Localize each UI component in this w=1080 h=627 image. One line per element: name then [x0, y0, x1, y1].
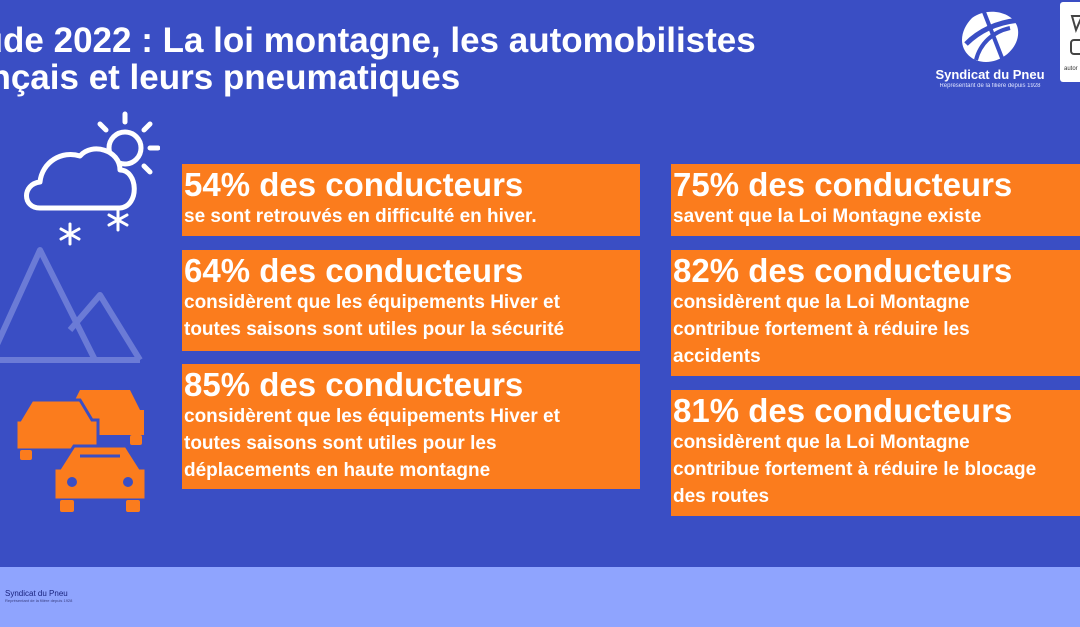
stat-box: 81% des conducteurs considèrent que la L…	[671, 390, 1080, 516]
weather-icon	[24, 111, 160, 246]
stat-detail: considèrent que les équipements Hiver et…	[184, 292, 565, 340]
syndicat-logo: Syndicat du Pneu Représentant de la fili…	[928, 8, 1052, 89]
stat-headline: 85% des conducteurs	[184, 366, 524, 403]
stat-box: 85% des conducteurs considèrent que les …	[182, 364, 640, 489]
stat-detail: savent que la Loi Montagne existe	[673, 206, 982, 227]
stat-detail: se sont retrouvés en difficulté en hiver…	[184, 206, 537, 227]
partner-logo-text: autor	[1064, 66, 1078, 72]
logo-name: Syndicat du Pneu	[935, 67, 1045, 82]
title-line-1: tude 2022 : La loi montagne, les automob…	[0, 21, 756, 60]
partner-logo-card: autor	[1060, 2, 1080, 82]
title-line-2: ançais et leurs pneumatiques	[0, 58, 461, 97]
stat-headline: 54% des conducteurs	[184, 166, 524, 203]
footer-band: Syndicat du Pneu Représentant de la fili…	[0, 567, 1080, 627]
cars-icon	[14, 390, 148, 512]
logo-mark-icon	[962, 11, 1021, 62]
stat-detail: considèrent que les équipements Hiver et…	[184, 406, 560, 481]
mountain-icon	[0, 247, 143, 363]
stat-box: 82% des conducteurs considèrent que la L…	[671, 250, 1080, 376]
illustration	[0, 111, 160, 512]
stat-detail: considèrent que la Loi Montagne contribu…	[673, 432, 1037, 507]
stat-headline: 82% des conducteurs	[673, 252, 1013, 289]
stat-box: 75% des conducteurs savent que la Loi Mo…	[671, 164, 1080, 236]
stat-headline: 64% des conducteurs	[184, 252, 524, 289]
footer-logo-tagline: Représentant de la filière depuis 1928	[5, 598, 73, 603]
partner-logo-icon	[1070, 15, 1080, 55]
stat-box: 54% des conducteurs se sont retrouvés en…	[182, 164, 640, 236]
footer-logo-name: Syndicat du Pneu	[5, 589, 68, 598]
logo-tagline: Représentant de la filière depuis 1928	[939, 83, 1041, 89]
stat-headline: 75% des conducteurs	[673, 166, 1013, 203]
stat-headline: 81% des conducteurs	[673, 392, 1013, 429]
stat-box: 64% des conducteurs considèrent que les …	[182, 250, 640, 351]
page-title: tude 2022 : La loi montagne, les automob…	[0, 22, 870, 96]
stat-detail: considèrent que la Loi Montagne contribu…	[673, 292, 970, 367]
